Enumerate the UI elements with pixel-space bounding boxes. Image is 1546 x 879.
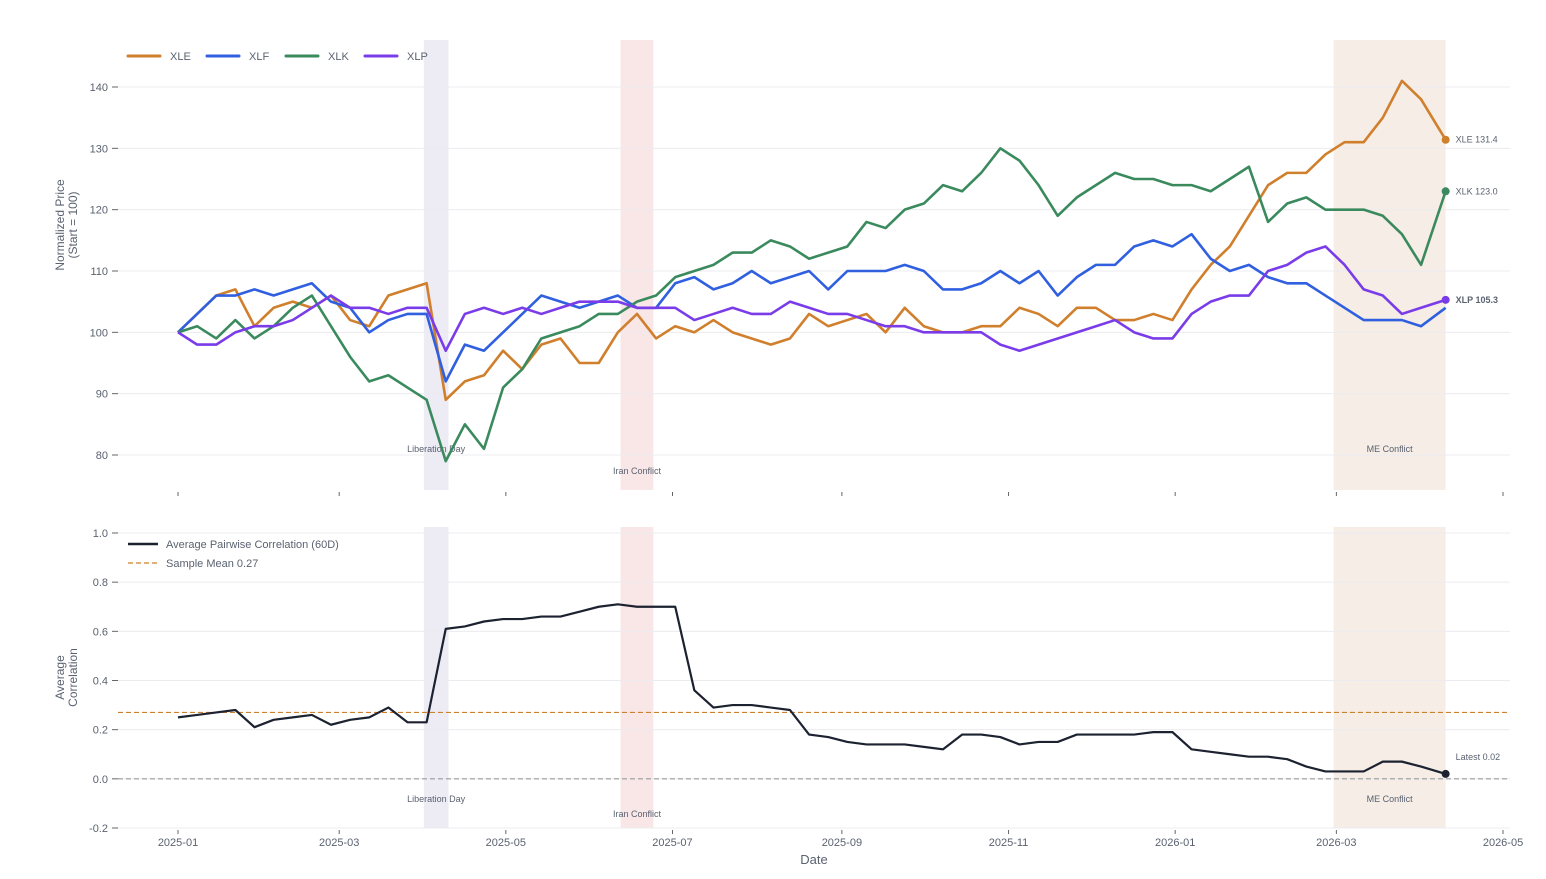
y-tick-label: 100 (90, 327, 108, 339)
y-tick-label: 0.4 (93, 676, 108, 688)
legend-label: Sample Mean 0.27 (166, 558, 258, 570)
end-label: XLE 131.4 (1456, 135, 1498, 145)
y-axis-label: (Start = 100) (66, 191, 80, 258)
y-axis-label: Correlation (66, 648, 80, 707)
x-tick-label: 2025-11 (989, 837, 1029, 849)
y-tick-label: 0.2 (93, 725, 108, 737)
end-marker (1441, 187, 1450, 196)
legend-label: Average Pairwise Correlation (60D) (166, 539, 339, 551)
event-label: Iran Conflict (613, 809, 662, 819)
y-tick-label: 0.0 (93, 774, 108, 786)
event-label: Liberation Day (407, 794, 466, 804)
legend-label: XLF (249, 51, 269, 63)
event-label: Liberation Day (407, 444, 466, 454)
event-band (423, 40, 449, 490)
event-band (1333, 527, 1446, 828)
x-tick-label: 2025-05 (486, 837, 526, 849)
y-axis-label: Normalized Price (53, 179, 67, 271)
series-line-xlp (177, 245, 1447, 353)
legend-label: XLP (407, 51, 428, 63)
y-tick-label: 1.0 (93, 528, 108, 540)
event-band (620, 40, 654, 490)
correlation-panel: Liberation Day Iran Conflict ME Conflict -0… (53, 527, 1523, 867)
event-label: Iran Conflict (613, 466, 662, 476)
end-marker (1441, 135, 1450, 144)
y-tick-label: 90 (96, 389, 108, 401)
event-label: ME Conflict (1367, 444, 1414, 454)
y-tick-label: 110 (90, 266, 108, 278)
y-tick-label: -0.2 (89, 823, 108, 835)
y-tick-label: 0.6 (93, 626, 108, 638)
end-label: Latest 0.02 (1456, 752, 1501, 762)
x-tick-label: 2026-03 (1316, 837, 1356, 849)
x-tick-label: 2026-05 (1483, 837, 1523, 849)
x-tick-label: 2025-09 (822, 837, 862, 849)
x-tick-label: 2025-01 (158, 837, 198, 849)
y-tick-label: 80 (96, 450, 108, 462)
event-label: ME Conflict (1367, 794, 1414, 804)
series-line-average-pairwise-correlation-60d- (177, 603, 1446, 775)
legend-label: XLE (170, 51, 191, 63)
y-tick-label: 120 (90, 205, 108, 217)
end-marker (1441, 769, 1450, 778)
series-line-xlk (177, 147, 1447, 463)
end-label: XLK 123.0 (1456, 186, 1498, 196)
y-tick-label: 130 (90, 143, 108, 155)
end-label: XLP 105.3 (1456, 295, 1498, 305)
event-band (1333, 40, 1446, 490)
x-axis-label: Date (800, 852, 827, 867)
legend-label: XLK (328, 51, 349, 63)
series-line-xle (177, 79, 1447, 402)
series-line-xlf (177, 232, 1447, 383)
y-tick-label: 0.8 (93, 577, 108, 589)
y-axis-label: Average (53, 655, 67, 700)
end-marker (1441, 295, 1450, 304)
event-band (620, 527, 654, 828)
x-tick-label: 2026-01 (1155, 837, 1195, 849)
price-panel: Liberation Day Iran Conflict ME Conflict 80… (53, 40, 1510, 496)
y-tick-label: 140 (90, 82, 108, 94)
x-tick-label: 2025-07 (652, 837, 692, 849)
x-tick-label: 2025-03 (319, 837, 359, 849)
